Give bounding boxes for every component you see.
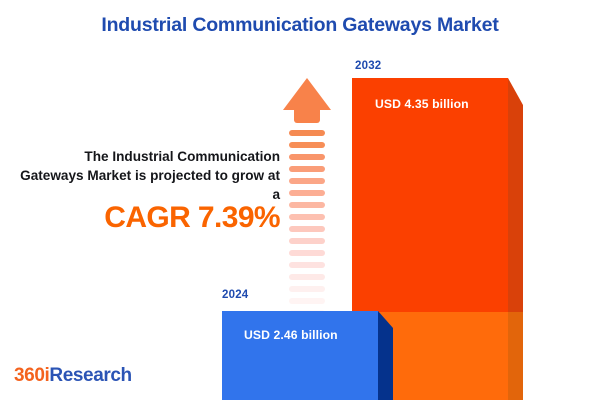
bar-2024-front — [222, 311, 378, 400]
arrow-segment — [289, 154, 325, 160]
arrow-segment — [289, 226, 325, 232]
arrow-segment — [289, 166, 325, 172]
arrow-segment — [289, 178, 325, 184]
arrow-segment — [289, 286, 325, 292]
arrow-segment — [289, 214, 325, 220]
arrow-head-icon — [283, 78, 331, 110]
arrow-neck — [294, 109, 320, 123]
bar-2032-year-label: 2032 — [355, 60, 382, 72]
page-title: Industrial Communication Gateways Market — [101, 14, 499, 36]
arrow-segment — [289, 250, 325, 256]
logo-text-blue: Research — [49, 365, 132, 386]
arrow-segment — [289, 274, 325, 280]
logo-text-orange: 360i — [14, 365, 50, 386]
bar-2032-value-label: USD 4.35 billion — [375, 97, 469, 111]
growth-arrow-icon — [283, 78, 331, 340]
arrow-segment — [289, 190, 325, 196]
bar-2024-year-label: 2024 — [222, 289, 249, 301]
brand-logo: 360iResearch — [14, 365, 132, 387]
arrow-segment — [289, 202, 325, 208]
bar-2024-value-label: USD 2.46 billion — [244, 328, 338, 342]
bar-2032-side-lower — [508, 312, 523, 400]
callout-text: The Industrial Communication Gateways Ma… — [20, 149, 280, 202]
arrow-segment — [289, 238, 325, 244]
arrow-segment — [289, 262, 325, 268]
arrow-segment — [289, 130, 325, 136]
arrow-segment — [289, 142, 325, 148]
cagr-value: CAGR 7.39% — [104, 201, 280, 234]
arrow-segment — [289, 298, 325, 304]
bar-2024-side — [378, 311, 393, 400]
